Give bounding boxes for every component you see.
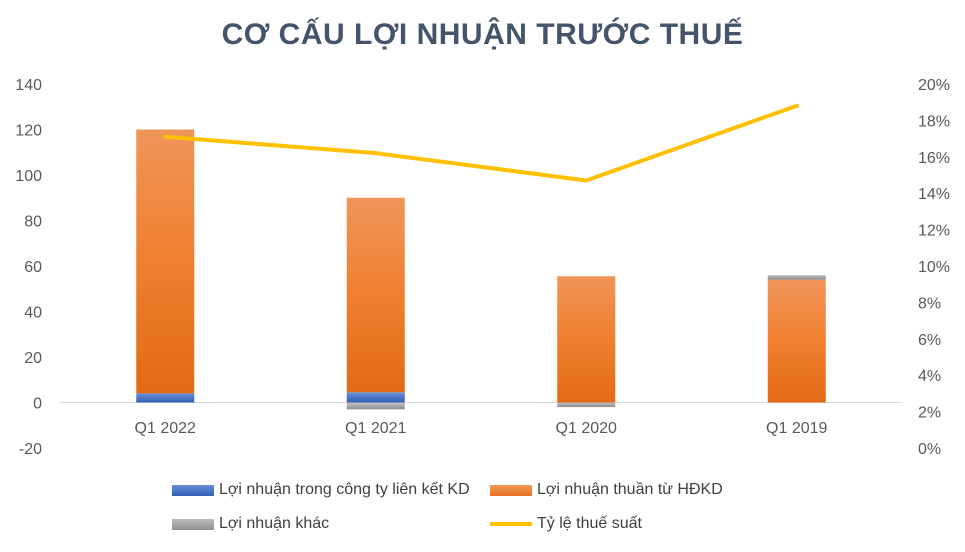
- y-tick-label: 140: [15, 77, 42, 94]
- y-tick-label: -20: [19, 441, 42, 458]
- y2-tick-label: 0%: [918, 441, 941, 458]
- y2-tick-label: 20%: [918, 77, 950, 94]
- legend-item-operating: Lợi nhuận thuần từ HĐKD: [490, 481, 723, 499]
- bar-operating: [136, 129, 195, 394]
- chart-title: CƠ CẤU LỢI NHUẬN TRƯỚC THUẾ: [221, 18, 744, 51]
- legend-item-tax-rate: Tỷ lệ thuế suất: [490, 515, 642, 533]
- legend-swatch-tax-rate: [490, 522, 532, 526]
- y-tick-label: 20: [24, 350, 42, 367]
- bar-other: [557, 402, 616, 408]
- x-tick-label: Q1 2020: [556, 420, 617, 437]
- y2-tick-label: 2%: [918, 405, 941, 422]
- y2-tick-label: 14%: [918, 186, 950, 203]
- y2-tick-label: 6%: [918, 332, 941, 349]
- y-tick-label: 80: [24, 214, 42, 231]
- y2-tick-label: 10%: [918, 259, 950, 276]
- x-tick-label: Q1 2021: [345, 420, 406, 437]
- y2-tick-label: 16%: [918, 150, 950, 167]
- bar-other: [767, 275, 826, 280]
- y-tick-label: 60: [24, 259, 42, 276]
- bar-operating: [346, 197, 405, 393]
- y-tick-label: 0: [33, 396, 42, 413]
- bar-associates: [136, 393, 195, 403]
- legend-swatch-other: [172, 518, 214, 530]
- legend-label-other: Lợi nhuận khác: [219, 515, 330, 532]
- point-tax-rate: [794, 103, 799, 108]
- x-tick-label: Q1 2022: [135, 420, 196, 437]
- bar-operating: [557, 276, 616, 403]
- y2-tick-label: 12%: [918, 223, 950, 240]
- legend-label-tax-rate: Tỷ lệ thuế suất: [537, 515, 642, 532]
- legend-label-operating: Lợi nhuận thuần từ HĐKD: [537, 481, 723, 498]
- point-tax-rate: [373, 151, 378, 156]
- line-tax-rate: [163, 103, 799, 183]
- y2-tick-label: 18%: [918, 113, 950, 130]
- y-tick-label: 40: [24, 305, 42, 322]
- point-tax-rate: [584, 178, 589, 183]
- legend-label-associates: Lợi nhuận trong công ty liên kết KD: [219, 481, 470, 498]
- bar-operating: [767, 279, 826, 403]
- legend-item-other: Lợi nhuận khác: [172, 515, 329, 533]
- legend-swatch-associates: [172, 484, 214, 496]
- legend-item-associates: Lợi nhuận trong công ty liên kết KD: [172, 481, 470, 499]
- y-tick-label: 120: [15, 123, 42, 140]
- x-tick-label: Q1 2019: [766, 420, 827, 437]
- bar-other: [346, 402, 405, 410]
- point-tax-rate: [163, 134, 168, 139]
- bar-associates: [346, 392, 405, 403]
- y-tick-label: 100: [15, 168, 42, 185]
- y2-tick-label: 4%: [918, 368, 941, 385]
- y2-tick-label: 8%: [918, 295, 941, 312]
- legend-swatch-operating: [490, 484, 532, 496]
